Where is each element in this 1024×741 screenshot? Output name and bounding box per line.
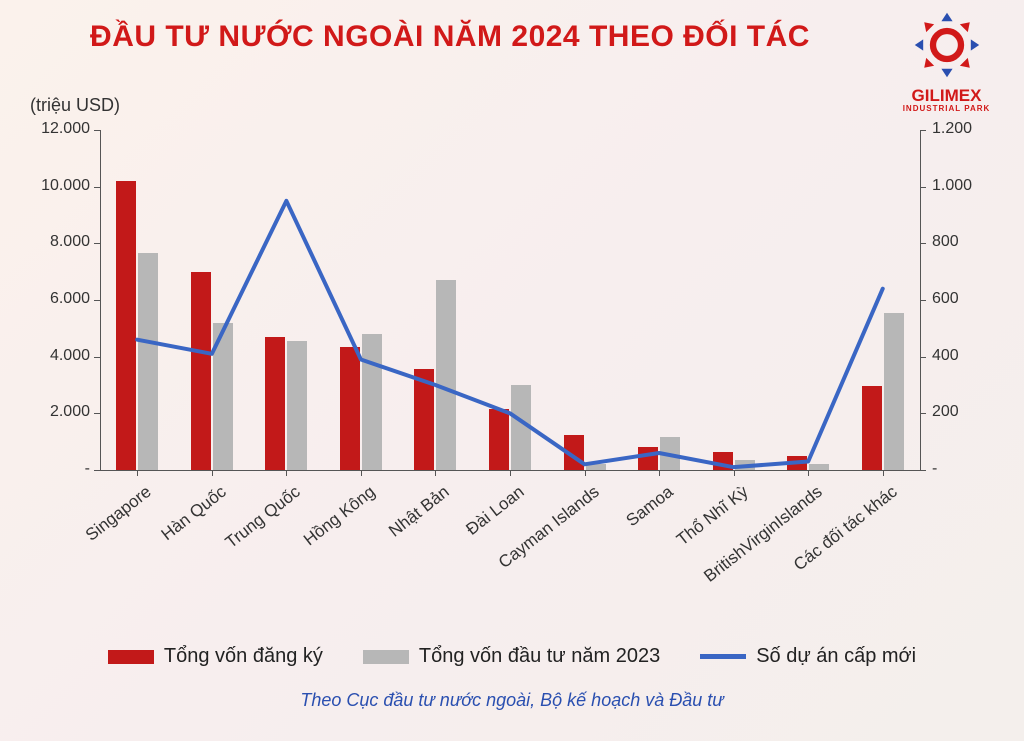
- legend-item-registered: Tổng vốn đăng ký: [108, 645, 323, 668]
- legend-swatch-invest2023: [363, 650, 409, 664]
- ytick-mark-left: [94, 470, 100, 471]
- chart-container: ĐẦU TƯ NƯỚC NGOÀI NĂM 2024 THEO ĐỐI TÁC: [0, 0, 1024, 741]
- ytick-left: 12.000: [30, 120, 90, 138]
- xtick-mark: [435, 470, 436, 476]
- ytick-left: 10.000: [30, 177, 90, 195]
- ytick-right: 1.000: [932, 177, 1002, 195]
- xtick-mark: [510, 470, 511, 476]
- brand-logo: GILIMEX INDUSTRIAL PARK: [889, 10, 1004, 113]
- legend-swatch-registered: [108, 650, 154, 664]
- xtick-mark: [361, 470, 362, 476]
- ytick-left: -: [30, 460, 90, 478]
- legend: Tổng vốn đăng ký Tổng vốn đầu tư năm 2023…: [0, 645, 1024, 668]
- ytick-left: 2.000: [30, 403, 90, 421]
- legend-label-registered: Tổng vốn đăng ký: [164, 645, 323, 668]
- ytick-left: 6.000: [30, 290, 90, 308]
- legend-item-invest2023: Tổng vốn đầu tư năm 2023: [363, 645, 660, 668]
- ytick-right: 1.200: [932, 120, 1002, 138]
- ytick-right: 200: [932, 403, 1002, 421]
- plot-area: -2.0004.0006.0008.00010.00012.000-200400…: [100, 130, 920, 470]
- legend-label-invest2023: Tổng vốn đầu tư năm 2023: [419, 645, 660, 668]
- logo-brand: GILIMEX: [889, 87, 1004, 104]
- ytick-left: 4.000: [30, 347, 90, 365]
- logo-subtitle: INDUSTRIAL PARK: [889, 104, 1004, 113]
- xtick-mark: [585, 470, 586, 476]
- xtick-mark: [137, 470, 138, 476]
- ytick-right: 600: [932, 290, 1002, 308]
- ytick-left: 8.000: [30, 233, 90, 251]
- xtick-mark: [883, 470, 884, 476]
- xtick-mark: [212, 470, 213, 476]
- xtick-mark: [734, 470, 735, 476]
- legend-swatch-projects: [700, 654, 746, 659]
- legend-label-projects: Số dự án cấp mới: [756, 645, 916, 668]
- logo-icon: [912, 10, 982, 80]
- xtick-mark: [286, 470, 287, 476]
- ytick-right: -: [932, 460, 1002, 478]
- legend-item-projects: Số dự án cấp mới: [700, 645, 916, 668]
- projects-line: [100, 130, 920, 470]
- ytick-right: 800: [932, 233, 1002, 251]
- source-line: Theo Cục đầu tư nước ngoài, Bộ kế hoạch …: [0, 690, 1024, 711]
- ytick-mark-right: [920, 470, 926, 471]
- xtick-mark: [659, 470, 660, 476]
- y-axis-left-label: (triệu USD): [30, 95, 120, 116]
- xtick-mark: [808, 470, 809, 476]
- y-axis-right-line: [920, 130, 921, 470]
- ytick-right: 400: [932, 347, 1002, 365]
- chart-title: ĐẦU TƯ NƯỚC NGOÀI NĂM 2024 THEO ĐỐI TÁC: [40, 20, 860, 54]
